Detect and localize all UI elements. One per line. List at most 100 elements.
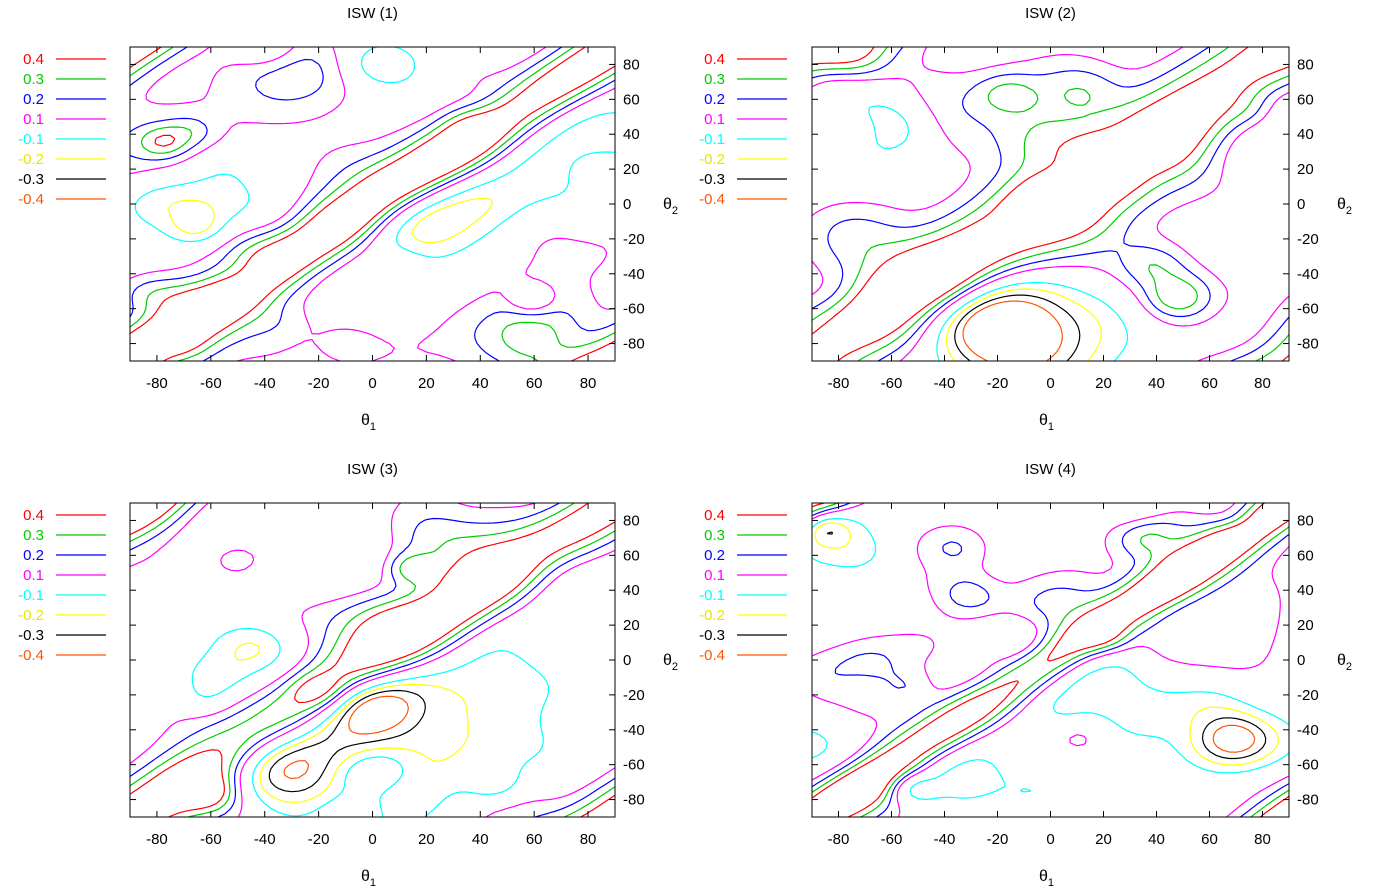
panel-1: ISW (1) -80 -60 -40 -20 0 20 40 60 80 80 60 40 20 0 -20…: [18, 5, 678, 433]
x-tick-label: 20: [1095, 375, 1112, 392]
y-tick-label: -20: [623, 231, 645, 248]
legend-label: 0.1: [23, 567, 44, 584]
y-tick-label: 40: [623, 126, 640, 143]
y-tick-label: -60: [1297, 757, 1319, 774]
x-tick-label: 60: [526, 831, 543, 848]
x-tick-label: 40: [472, 375, 489, 392]
legend-label: 0.4: [704, 507, 725, 524]
legend-label: -0.1: [699, 131, 725, 148]
legend-label: -0.1: [18, 131, 44, 148]
contour-level--0.2: [168, 197, 493, 244]
legend-label: -0.2: [699, 607, 725, 624]
legend-label: 0.4: [23, 507, 44, 524]
contour-level-0.2: [812, 503, 1289, 817]
y-tick-label: 20: [623, 617, 640, 634]
legend-label: 0.1: [23, 111, 44, 128]
legend-label: -0.2: [18, 607, 44, 624]
legend-label: -0.1: [699, 587, 725, 604]
panel-2: ISW (2) -80 -60 -40 -20 0 20 40 60 80 80 60 40 20 0 -20…: [699, 5, 1352, 433]
legend-label: 0.1: [704, 111, 725, 128]
legend-label: -0.3: [699, 171, 725, 188]
y-tick-label: -80: [1297, 336, 1319, 353]
legend-label: 0.2: [704, 91, 725, 108]
y-tick-label: -60: [623, 757, 645, 774]
legend-label: -0.4: [18, 647, 44, 664]
legend-label: -0.4: [699, 191, 725, 208]
y-tick-label: 40: [623, 582, 640, 599]
legend: 0.4 0.3 0.2 0.1 -0.1 -0.2 -0.3 -0.4: [699, 51, 787, 208]
x-tick-label: -80: [828, 375, 850, 392]
x-tick-label: 60: [1201, 831, 1218, 848]
plot-frame: [129, 502, 616, 818]
legend-label: -0.2: [18, 151, 44, 168]
y-tick-label: 80: [1297, 56, 1314, 73]
x-tick-label: -60: [200, 831, 222, 848]
x-tick-label: 60: [1201, 375, 1218, 392]
y-axis-label: θ2: [1337, 196, 1352, 217]
y-tick-label: 0: [1297, 652, 1305, 669]
y-tick-label: 40: [1297, 582, 1314, 599]
contour-lines: [130, 47, 615, 361]
y-tick-label: -20: [623, 687, 645, 704]
contour-level-0.1: [812, 503, 1289, 817]
legend-label: 0.3: [704, 527, 725, 544]
x-tick-label: 80: [1254, 831, 1271, 848]
y-tick-label: 0: [1297, 196, 1305, 213]
x-tick-label: -60: [200, 375, 222, 392]
contour-level--0.2: [234, 642, 469, 803]
x-tick-label: 20: [418, 375, 435, 392]
x-tick-label: -40: [254, 831, 276, 848]
contour-level--0.1: [134, 47, 615, 258]
x-tick-label: 60: [526, 375, 543, 392]
contour-level--0.3: [954, 294, 1081, 361]
x-tick-label: 40: [1148, 375, 1165, 392]
legend-label: 0.4: [23, 51, 44, 68]
x-tick-label: -20: [987, 831, 1009, 848]
contour-level--0.2: [814, 522, 1279, 766]
contour-level-0.3: [130, 47, 615, 361]
contour-level--0.4: [962, 300, 1063, 361]
legend-label: 0.2: [23, 91, 44, 108]
x-tick-label: 40: [472, 831, 489, 848]
y-tick-label: -80: [623, 792, 645, 809]
legend-label: -0.4: [18, 191, 44, 208]
y-axis-label: θ2: [663, 196, 678, 217]
y-tick-label: 60: [623, 547, 640, 564]
contour-level-0.1: [130, 503, 615, 817]
x-tick-label: -40: [254, 375, 276, 392]
x-axis-label: θ1: [1039, 868, 1054, 889]
panel-4: ISW (4) -80 -60 -40 -20 0 20 40 60 80 80 60 40 20 0 -20…: [699, 461, 1352, 889]
y-tick-label: 20: [623, 161, 640, 178]
y-tick-label: 60: [623, 91, 640, 108]
y-tick-label: 80: [623, 56, 640, 73]
legend-label: -0.3: [699, 627, 725, 644]
y-tick-label: 80: [1297, 512, 1314, 529]
x-tick-label: -80: [146, 375, 168, 392]
legend-label: 0.2: [23, 547, 44, 564]
y-tick-label: 0: [623, 196, 631, 213]
y-tick-label: -80: [623, 336, 645, 353]
contour-level--0.4: [283, 695, 409, 780]
contour-lines: [812, 503, 1289, 817]
y-tick-label: -60: [623, 301, 645, 318]
y-tick-label: 40: [1297, 126, 1314, 143]
contour-level-0.4: [130, 503, 615, 817]
x-tick-label: -80: [828, 831, 850, 848]
x-tick-label: 0: [368, 831, 376, 848]
contour-level--0.1: [812, 518, 1289, 800]
x-tick-label: 20: [1095, 831, 1112, 848]
contour-level-0.2: [130, 47, 615, 361]
legend-label: 0.2: [704, 547, 725, 564]
plot-frame: [811, 502, 1290, 818]
x-tick-label: 80: [580, 831, 597, 848]
x-tick-label: 0: [368, 375, 376, 392]
y-axis-label: θ2: [663, 652, 678, 673]
legend: 0.4 0.3 0.2 0.1 -0.1 -0.2 -0.3 -0.4: [18, 507, 106, 664]
x-tick-label: -60: [881, 375, 903, 392]
contour-level--0.1: [868, 105, 1128, 361]
legend-label: 0.3: [704, 71, 725, 88]
contour-level--0.4: [1212, 724, 1256, 753]
panel-title: ISW (3): [347, 461, 398, 478]
legend-label: -0.2: [699, 151, 725, 168]
y-axis-label: θ2: [1337, 652, 1352, 673]
